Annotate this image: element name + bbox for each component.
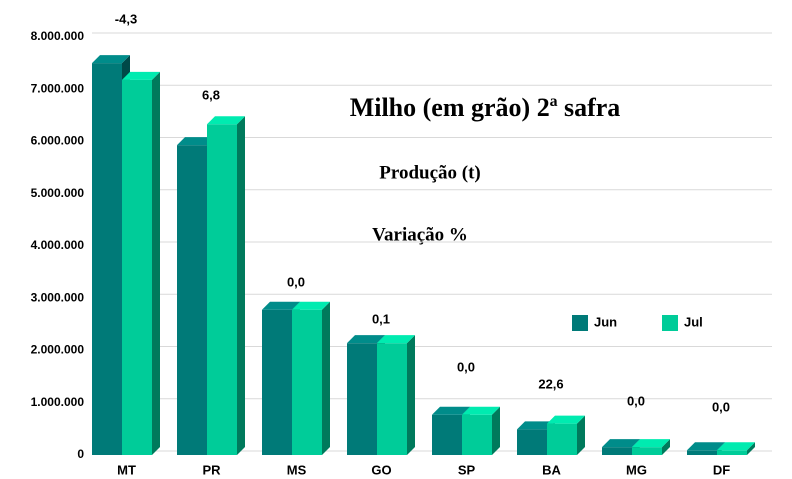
bar: [432, 414, 462, 455]
bar-side: [492, 406, 500, 455]
bar-top: [462, 406, 500, 415]
bar: [347, 343, 377, 455]
x-tick-label: SP: [458, 462, 476, 477]
variation-label: 6,8: [202, 87, 220, 102]
bar-top: [547, 415, 585, 424]
x-tick-label: MT: [117, 462, 136, 477]
bar-top: [687, 442, 725, 451]
bar-top: [122, 71, 160, 80]
bar-side: [577, 415, 585, 455]
legend-label: Jul: [684, 314, 703, 329]
legend-swatch: [572, 315, 588, 331]
bar-top: [377, 335, 415, 344]
y-tick-label: 2.000.000: [31, 343, 85, 357]
variation-label: -4,3: [115, 11, 137, 26]
bar-side: [322, 301, 330, 455]
bar: [377, 343, 407, 455]
bar: [602, 447, 632, 455]
y-tick-label: 6.000.000: [31, 134, 85, 148]
annotation: Variação %: [372, 224, 468, 245]
bar: [207, 124, 237, 455]
bar-side: [747, 442, 755, 455]
variation-label: 0,0: [457, 359, 475, 374]
x-tick-label: BA: [542, 462, 561, 477]
bar-top: [262, 301, 300, 310]
x-tick-label: PR: [202, 462, 221, 477]
bar-top: [432, 406, 470, 415]
bar: [292, 309, 322, 455]
y-tick-label: 0: [77, 447, 84, 461]
variation-label: 22,6: [538, 376, 563, 391]
bar: [92, 63, 122, 455]
bar-top: [177, 137, 215, 146]
bar-side: [152, 71, 160, 455]
x-tick-label: MG: [626, 462, 647, 477]
y-tick-label: 1.000.000: [31, 395, 85, 409]
y-tick-label: 7.000.000: [31, 81, 85, 95]
bar-side: [237, 116, 245, 455]
y-tick-label: 3.000.000: [31, 290, 85, 304]
chart-title: Milho (em grão) 2ª safra: [350, 93, 621, 122]
legend-label: Jun: [594, 314, 617, 329]
bar-top: [347, 335, 385, 344]
bar-top: [292, 301, 330, 310]
bar: [632, 447, 662, 455]
chart-subtitle: Produção (t): [379, 162, 481, 183]
bar-top: [632, 439, 670, 448]
bar-top: [207, 116, 245, 125]
bar: [462, 414, 492, 455]
bar-top: [517, 421, 555, 430]
x-tick-label: GO: [371, 462, 391, 477]
legend-swatch: [662, 315, 678, 331]
variation-label: 0,0: [712, 399, 730, 414]
variation-label: 0,0: [627, 393, 645, 408]
y-tick-label: 8.000.000: [31, 29, 85, 43]
bar: [547, 423, 577, 455]
variation-label: 0,1: [372, 311, 390, 326]
variation-label: 0,0: [287, 274, 305, 289]
y-tick-label: 5.000.000: [31, 186, 85, 200]
bar: [717, 450, 747, 455]
bar-top: [92, 55, 130, 64]
bar: [517, 429, 547, 455]
bar-top: [717, 442, 755, 451]
bar-side: [407, 335, 415, 455]
x-tick-label: MS: [287, 462, 307, 477]
bar-side: [662, 439, 670, 455]
bar: [262, 309, 292, 455]
x-tick-label: DF: [713, 462, 730, 477]
bar-top: [602, 439, 640, 448]
bar: [122, 79, 152, 455]
bar: [687, 450, 717, 455]
y-tick-label: 4.000.000: [31, 238, 85, 252]
bar: [177, 145, 207, 455]
